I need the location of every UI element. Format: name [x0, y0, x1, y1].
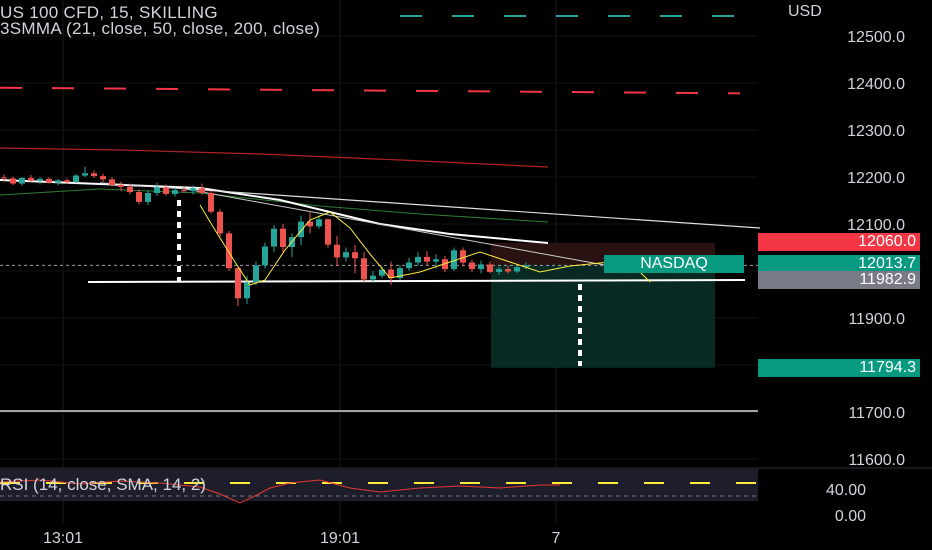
candle-body [64, 180, 70, 183]
candle-body [406, 262, 412, 269]
candle-body [199, 188, 205, 193]
support-line [87, 279, 746, 283]
candle-body [487, 264, 493, 272]
candle-body [262, 246, 268, 266]
candle-body [469, 262, 475, 270]
price-axis-label: 12400.0 [847, 76, 905, 93]
candle-body [82, 173, 88, 176]
candle-body [10, 178, 16, 184]
candle-body [280, 228, 286, 248]
rsi-axis-label: 0.00 [835, 508, 866, 525]
candle-body [505, 269, 511, 272]
candle-body [28, 177, 34, 181]
nasdaq-label: NASDAQ [604, 255, 744, 273]
candle-body [127, 186, 133, 193]
candle-body [496, 269, 502, 272]
candle-body [460, 250, 466, 263]
candle-body [163, 187, 169, 194]
candle-body [226, 233, 232, 269]
rsi-line [0, 479, 560, 504]
candle-body [235, 268, 241, 299]
indicator-legend: 3SMMA (21, close, 50, close, 200, close) [0, 19, 321, 38]
price-axis-label: 11700.0 [848, 405, 905, 422]
candle-body [91, 173, 97, 177]
candle-body [379, 269, 385, 276]
candle-body [433, 259, 439, 262]
descending-trend-line [99, 182, 761, 229]
rsi-legend: RSI (14, close, SMA, 14, 2) [0, 475, 206, 494]
candle-body [316, 219, 322, 227]
candle-body [523, 265, 529, 268]
candle-body [217, 211, 223, 234]
trend-line-2 [179, 187, 611, 267]
candle-body [100, 176, 106, 180]
fast-ma-line [199, 204, 651, 286]
candle-body [478, 264, 484, 270]
candle-body [343, 252, 349, 258]
price-axis-label: 12300.0 [847, 123, 905, 140]
price-axis-label: 12500.0 [847, 29, 905, 46]
chart-title: US 100 CFD, 15, SKILLING [0, 3, 218, 22]
candle-body [298, 221, 304, 238]
take-profit-price-tag: 11794.3 [758, 359, 920, 377]
candle-body [145, 192, 151, 202]
candle-body [19, 177, 25, 184]
time-axis-label: 7 [552, 530, 561, 547]
horizontal-line-price-tag: 11982.9 [758, 271, 920, 289]
stop-loss-price-tag: 12060.0 [758, 233, 920, 251]
sma-200-line [0, 147, 549, 168]
candle-body [136, 192, 142, 202]
candle-body [109, 179, 115, 185]
sma-50-line [0, 188, 549, 223]
price-axis-label: 11900.0 [848, 311, 905, 328]
candle-body [37, 178, 43, 181]
candle-body [46, 178, 52, 183]
candle-body [118, 184, 124, 187]
price-axis-label: 11600.0 [848, 452, 905, 469]
candle-body [181, 190, 187, 192]
candle-body [55, 180, 61, 183]
candle-body [271, 228, 277, 247]
currency-label: USD [788, 3, 822, 20]
dashed-resistance-line [0, 86, 741, 95]
candle-body [370, 275, 376, 280]
candle-body [361, 258, 367, 280]
candle-body [172, 190, 178, 194]
candle-body [388, 269, 394, 279]
candle-body [307, 221, 313, 227]
time-axis-label: 13:01 [43, 530, 83, 547]
candle-body [415, 256, 421, 263]
candle-body [424, 256, 430, 262]
candle-body [154, 187, 160, 193]
candle-body [244, 282, 250, 299]
price-axis-label: 12200.0 [847, 170, 905, 187]
candle-body [190, 188, 196, 192]
candle-body [73, 175, 79, 183]
time-axis-label: 19:01 [320, 530, 360, 547]
candle-body [325, 219, 331, 245]
candle-body [208, 192, 214, 212]
candle-body [352, 252, 358, 259]
candle-body [397, 268, 403, 279]
candle-body [514, 267, 520, 272]
rsi-axis-label: 40.00 [826, 482, 866, 499]
take-profit-zone [491, 264, 715, 368]
current-price-tag: 12013.7 [758, 255, 920, 273]
price-axis-label: 12100.0 [847, 217, 905, 234]
candle-body [1, 177, 7, 179]
candle-body [334, 244, 340, 258]
candle-body [451, 250, 457, 270]
candle-body [253, 265, 259, 283]
